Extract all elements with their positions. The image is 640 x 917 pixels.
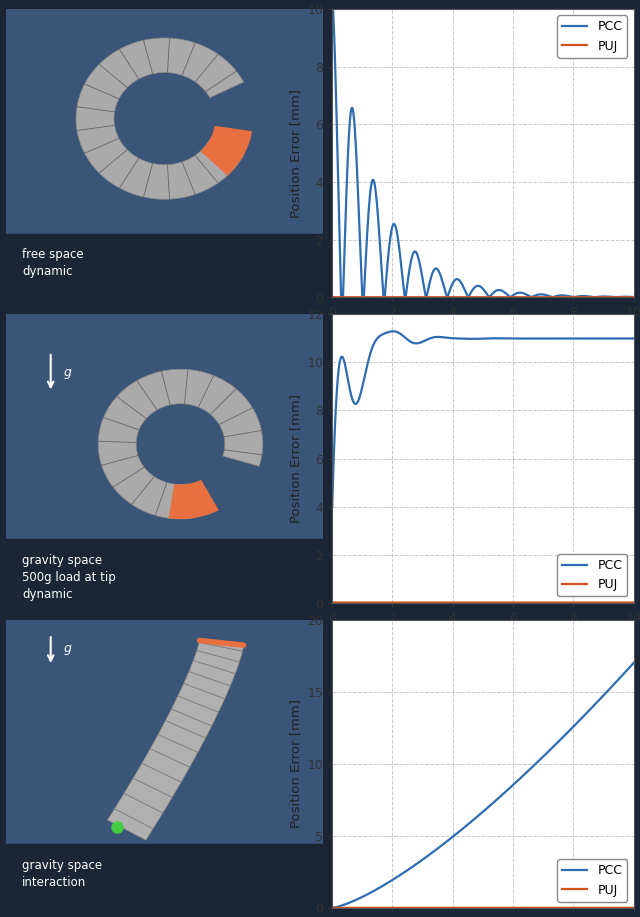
- PCC: [624, 664, 632, 675]
- Y-axis label: Position Error [mm]: Position Error [mm]: [289, 700, 301, 828]
- PUJ: [624, 902, 632, 913]
- Polygon shape: [98, 370, 263, 519]
- PUJ: [591, 902, 599, 913]
- PCC: [630, 333, 637, 344]
- PUJ: [381, 597, 388, 608]
- PCC: [381, 879, 388, 890]
- PCC: [328, 503, 336, 514]
- PCC: [381, 328, 388, 339]
- Polygon shape: [76, 38, 244, 199]
- PCC: [381, 292, 388, 303]
- PCC: [363, 889, 371, 900]
- PCC: [363, 362, 371, 373]
- Polygon shape: [169, 480, 219, 519]
- X-axis label: Times [s]: Times [s]: [451, 630, 515, 644]
- Bar: [6, 845, 323, 908]
- Text: g: g: [63, 366, 71, 379]
- Polygon shape: [108, 640, 244, 840]
- PUJ: [328, 292, 336, 303]
- PUJ: [363, 292, 371, 303]
- PUJ: [328, 597, 336, 608]
- PCC: [591, 699, 599, 710]
- PCC: [337, 292, 345, 303]
- PCC: [624, 333, 632, 344]
- Line: PCC: PCC: [332, 663, 634, 908]
- PUJ: [591, 597, 599, 608]
- PUJ: [457, 597, 465, 608]
- PUJ: [624, 597, 632, 608]
- Legend: PCC, PUJ: PCC, PUJ: [557, 554, 627, 596]
- PUJ: [630, 902, 637, 913]
- PCC: [591, 292, 599, 303]
- Text: g: g: [63, 642, 71, 655]
- PUJ: [381, 292, 388, 303]
- PUJ: [444, 597, 452, 608]
- PUJ: [630, 292, 637, 303]
- PCC: [624, 292, 632, 303]
- PUJ: [457, 292, 465, 303]
- PCC: [457, 333, 465, 344]
- Y-axis label: Position Error [mm]: Position Error [mm]: [289, 394, 301, 523]
- PCC: [457, 277, 465, 288]
- PUJ: [444, 292, 452, 303]
- PUJ: [444, 902, 452, 913]
- PCC: [444, 291, 452, 302]
- X-axis label: Times [s]: Times [s]: [451, 325, 515, 338]
- PUJ: [328, 902, 336, 913]
- PCC: [457, 824, 465, 835]
- PCC: [630, 657, 637, 668]
- PUJ: [381, 902, 388, 913]
- PCC: [444, 332, 452, 343]
- Polygon shape: [200, 126, 252, 176]
- Bar: [6, 539, 323, 602]
- PCC: [630, 292, 637, 303]
- PCC: [363, 238, 371, 249]
- PCC: [328, 0, 336, 2]
- Text: free space
dynamic: free space dynamic: [22, 249, 84, 278]
- PCC: [328, 902, 336, 913]
- PUJ: [630, 597, 637, 608]
- Text: gravity space
500g load at tip
dynamic: gravity space 500g load at tip dynamic: [22, 554, 116, 601]
- PCC: [444, 835, 452, 846]
- PUJ: [363, 902, 371, 913]
- PUJ: [591, 292, 599, 303]
- Legend: PCC, PUJ: PCC, PUJ: [557, 16, 627, 58]
- Y-axis label: Position Error [mm]: Position Error [mm]: [289, 89, 301, 217]
- Line: PCC: PCC: [332, 0, 634, 297]
- PUJ: [624, 292, 632, 303]
- Line: PCC: PCC: [332, 331, 634, 508]
- PCC: [389, 326, 397, 337]
- Bar: [6, 234, 323, 297]
- PUJ: [363, 597, 371, 608]
- PUJ: [457, 902, 465, 913]
- Legend: PCC, PUJ: PCC, PUJ: [557, 859, 627, 901]
- PCC: [591, 333, 599, 344]
- Text: gravity space
interaction: gravity space interaction: [22, 859, 102, 889]
